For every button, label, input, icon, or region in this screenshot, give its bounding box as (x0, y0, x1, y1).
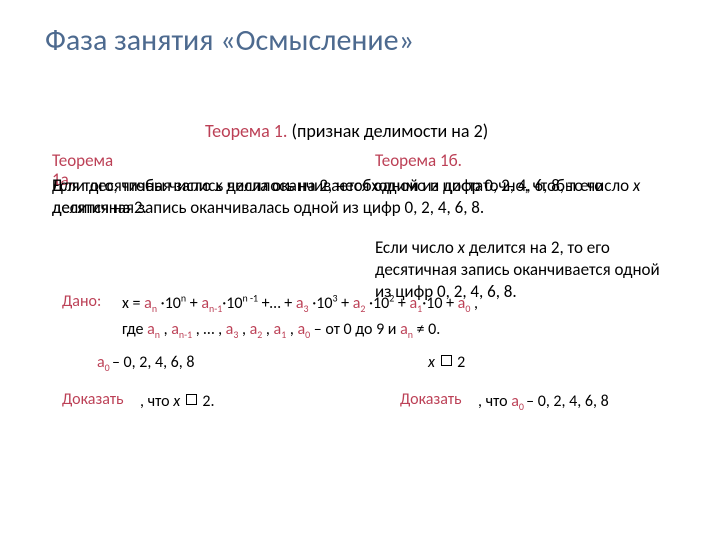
pr-a: a0 (511, 392, 526, 411)
right-column-body: Если число x делится на 2, то его десяти… (375, 237, 675, 302)
body-text-b: Если десятичная запись числа оканчиваетс… (52, 175, 672, 219)
formula-line-1: x = an ·10n + an-1·10n -1 +… + a3 ·103 +… (122, 294, 682, 313)
l2-c1: , (160, 320, 171, 339)
prove-label-right: Доказать (400, 392, 460, 409)
l1-p5: ·10 + (422, 294, 457, 313)
l1-p6: , (470, 294, 478, 313)
l2-a3: a3 (226, 320, 239, 339)
xdiv-x: x (428, 353, 435, 372)
theorem-heading: Теорема 1. (признак делимости на 2) (205, 120, 488, 142)
l2-an: an (147, 320, 160, 339)
l1-a3: a3 (296, 294, 309, 313)
l2-c2: , … , (192, 320, 226, 339)
l1-an1: an-1 (201, 294, 222, 313)
l1-a0: a0 (458, 294, 471, 313)
l1-p2: ·10 (222, 294, 242, 313)
pl-p0: , что (140, 392, 173, 411)
pl-two: 2. (199, 392, 215, 411)
prove-label-left: Доказать (62, 392, 122, 409)
l1-a2: a2 (353, 294, 366, 313)
formula-line-2: где an , an-1 , … , a3 , a2 , a1 , a0 – … (122, 320, 682, 339)
l1-p1: ·10 (157, 294, 181, 313)
right-tail-x: x (458, 237, 465, 258)
pl-x: x (173, 392, 180, 411)
divides-box-icon (186, 394, 197, 405)
xdiv-sp (435, 353, 439, 372)
a0l-a: a0 (97, 353, 112, 372)
theorem-black: (признак делимости на 2) (292, 120, 489, 142)
l1-p3: ·10 (309, 294, 333, 313)
x-div-2: x 2 (428, 353, 465, 372)
l2-a1: a1 (274, 320, 287, 339)
body-b-x: x (633, 175, 640, 196)
l1-p2b: +… + (258, 294, 296, 313)
slide: Фаза занятия «Осмысление» Теорема 1. (пр… (0, 0, 720, 540)
l2-tail: ≠ 0. (413, 320, 440, 339)
l1-an: an (144, 294, 157, 313)
right-tail-p1: Если число (375, 237, 458, 258)
a0-condition-left: a0 – 0, 2, 4, 6, 8 (97, 353, 195, 372)
l1-a1: a1 (410, 294, 423, 313)
l2-an1: an-1 (171, 320, 192, 339)
slide-title: Фаза занятия «Осмысление» (45, 22, 414, 59)
l2-mid: – от 0 до 9 и (310, 320, 400, 339)
given-label: Дано: (62, 294, 108, 311)
body-b-p1: Если десятичная запись числа оканчиваетс… (52, 175, 633, 196)
l2-p0: где (122, 320, 147, 339)
prove-text-right: , что a0 – 0, 2, 4, 6, 8 (478, 392, 609, 411)
l1-p4: ·10 (365, 294, 389, 313)
l2-a0: a0 (297, 320, 310, 339)
body-b-p2: делится на 2. (52, 197, 147, 218)
l1-p4b: + (394, 294, 409, 313)
divides-box-icon (441, 355, 452, 366)
a0l-tail: – 0, 2, 4, 6, 8 (112, 353, 195, 372)
pr-p0: , что (478, 392, 511, 411)
theorem-red: Теорема 1. (205, 120, 292, 142)
l2-anr: an (400, 320, 413, 339)
l2-c4: , (262, 320, 273, 339)
l1-p0: x = (122, 294, 144, 313)
l1-p1b: + (186, 294, 201, 313)
prove-text-left: , что x 2. (140, 392, 215, 411)
l1-e2: n -1 (243, 293, 259, 305)
l2-c5: , (286, 320, 297, 339)
column-right-label: Теорема 1б. (375, 152, 495, 171)
l2-c3: , (238, 320, 249, 339)
l1-p3b: + (337, 294, 352, 313)
pr-tail: – 0, 2, 4, 6, 8 (526, 392, 609, 411)
l2-a2: a2 (250, 320, 263, 339)
xdiv-two: 2 (454, 353, 466, 372)
